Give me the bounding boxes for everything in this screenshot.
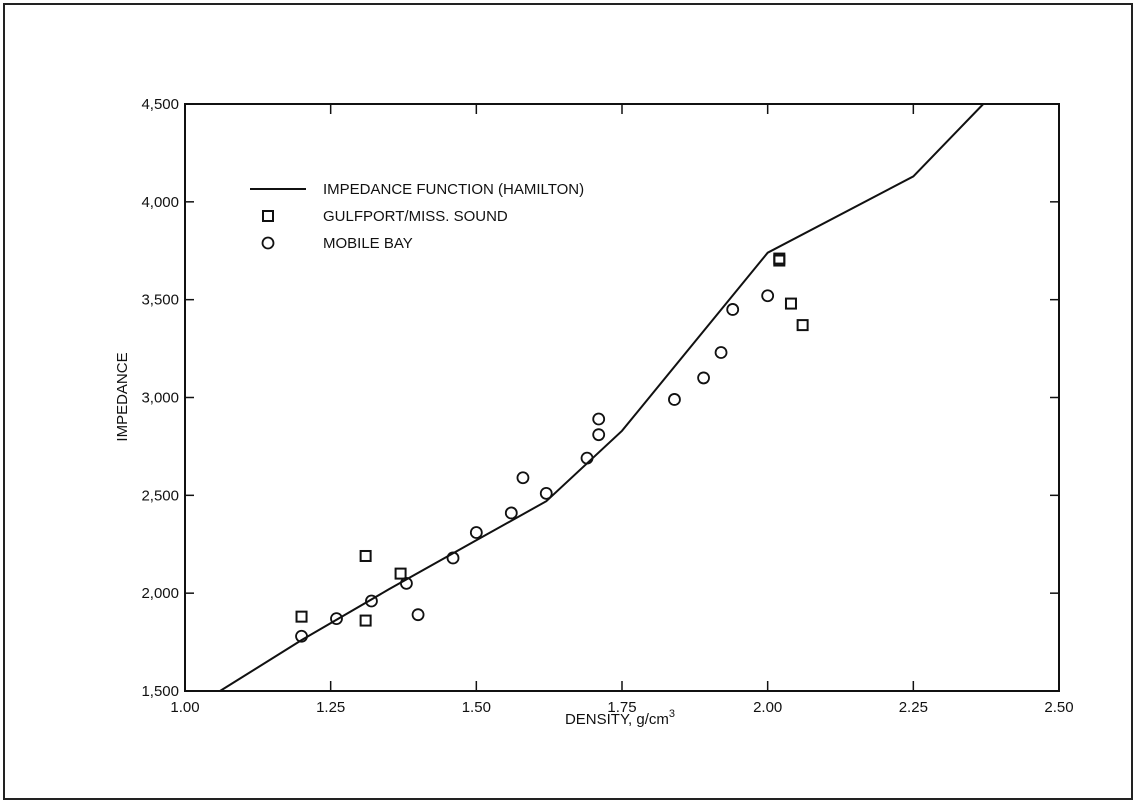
mobile-bay-point — [539, 486, 553, 500]
gulfport-point — [773, 252, 786, 265]
x-tick-label: 2.25 — [899, 699, 928, 716]
mobile-bay-point — [295, 629, 308, 643]
series-layer — [219, 103, 985, 692]
gulfport-point — [394, 567, 407, 580]
gulfport-point — [359, 614, 372, 627]
mobile-bay-point — [668, 393, 681, 406]
y-tick-label: 4,500 — [141, 96, 179, 113]
mobile-bay-point — [469, 526, 483, 539]
legend: IMPEDANCE FUNCTION (HAMILTON) GULFPORT/MI… — [250, 181, 584, 252]
mobile-bay-point — [516, 471, 530, 485]
mobile-bay-point — [504, 506, 518, 520]
x-tick-label: 2.00 — [753, 699, 782, 716]
mobile-bay-point — [446, 551, 460, 565]
y-tick-label: 3,000 — [141, 390, 179, 407]
mobile-bay-point — [592, 412, 606, 426]
gulfport-point — [359, 549, 372, 562]
mobile-bay-point — [726, 303, 740, 316]
legend-label: IMPEDANCE FUNCTION (HAMILTON) — [323, 181, 584, 198]
y-tick-label: 2,500 — [141, 487, 179, 504]
x-tick-label: 1.75 — [607, 699, 636, 716]
legend-label: MOBILE BAY — [323, 235, 413, 252]
x-axis: 1.00 1.25 1.50 1.75 2.00 2.25 2.50 — [170, 104, 1074, 716]
y-tick-label: 3,500 — [141, 292, 179, 309]
plot-area — [184, 103, 1060, 692]
figure-frame — [3, 3, 1133, 800]
y-tick-label: 1,500 — [141, 683, 179, 700]
y-axis-title: IMPEDANCE — [114, 352, 131, 441]
x-tick-label: 2.50 — [1044, 699, 1073, 716]
legend-label: GULFPORT/MISS. SOUND — [323, 208, 508, 225]
y-tick-label: 2,000 — [141, 585, 179, 602]
mobile-bay-point — [411, 608, 425, 622]
mobile-bay-point — [697, 371, 710, 385]
x-axis-title-superscript: 3 — [669, 708, 675, 720]
mobile-bay-point — [761, 289, 775, 303]
mobile-bay-point — [365, 594, 378, 608]
gulfport-point — [295, 610, 308, 623]
x-tick-label: 1.25 — [316, 699, 345, 716]
legend-item-hamilton: IMPEDANCE FUNCTION (HAMILTON) — [250, 181, 584, 198]
mobile-bay-point — [714, 346, 728, 359]
legend-circle-swatch — [261, 236, 275, 250]
mobile-bay-point — [592, 428, 606, 442]
gulfport-point — [784, 297, 797, 310]
gulfport-point — [796, 319, 809, 332]
legend-item-gulfport: GULFPORT/MISS. SOUND — [262, 208, 508, 225]
legend-item-mobile-bay: MOBILE BAY — [261, 235, 413, 252]
x-tick-label: 1.00 — [170, 699, 199, 716]
legend-square-swatch — [262, 210, 274, 222]
y-tick-label: 4,000 — [141, 194, 179, 211]
mobile-bay-point — [400, 576, 413, 590]
x-axis-title: DENSITY, g/cm3 — [565, 708, 675, 728]
x-axis-title-text: DENSITY, g/cm — [565, 711, 669, 728]
mobile-bay-point — [330, 612, 343, 626]
y-axis: 1,500 2,000 2,500 3,000 3,500 4,000 4,500 — [141, 96, 1059, 700]
impedance-function-line — [219, 103, 985, 692]
mobile-bay-point — [580, 451, 594, 465]
x-tick-label: 1.50 — [462, 699, 491, 716]
